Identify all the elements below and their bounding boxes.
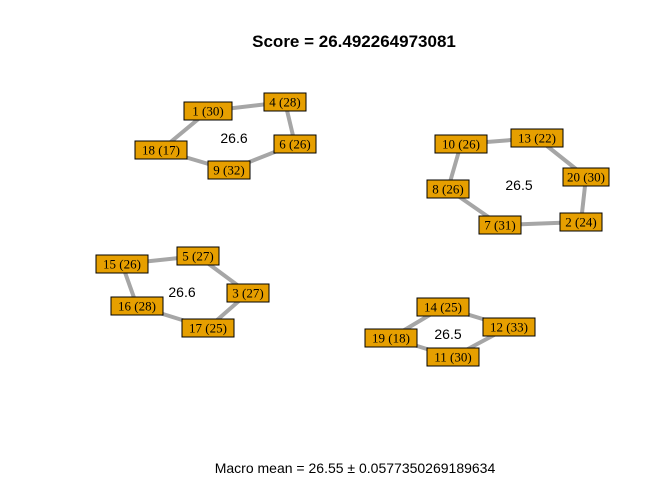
node-15: 15 (26) [95, 254, 149, 274]
node-box [482, 317, 536, 337]
node-box [426, 179, 470, 199]
node-label: 7 (31) [484, 218, 515, 233]
node-2: 2 (24) [559, 212, 603, 232]
node-box [207, 160, 251, 180]
node-box [183, 101, 233, 121]
node-10: 10 (26) [434, 134, 488, 154]
node-label: 10 (26) [442, 137, 480, 152]
cluster-mean-label: 26.6 [220, 130, 247, 146]
node-17: 17 (25) [181, 318, 235, 338]
node-label: 19 (18) [372, 331, 410, 346]
node-box [95, 254, 149, 274]
node-label: 18 (17) [142, 143, 180, 158]
node-label: 17 (25) [189, 321, 227, 336]
node-box [434, 134, 488, 154]
node-label: 2 (24) [565, 215, 596, 230]
node-6: 6 (26) [273, 134, 317, 154]
cluster-mean-label: 26.5 [505, 177, 532, 193]
node-box [559, 212, 603, 232]
node-box [263, 92, 307, 112]
node-20: 20 (30) [562, 167, 610, 187]
node-box [273, 134, 317, 154]
cluster-mean-label: 26.5 [434, 326, 461, 342]
node-box [510, 128, 564, 148]
node-label: 3 (27) [232, 286, 263, 301]
node-3: 3 (27) [226, 283, 270, 303]
node-label: 9 (32) [213, 163, 244, 178]
node-label: 12 (33) [490, 320, 528, 335]
cluster-mean-label: 26.6 [168, 284, 195, 300]
node-label: 13 (22) [518, 131, 556, 146]
node-label: 4 (28) [269, 95, 300, 110]
node-box [226, 283, 270, 303]
node-7: 7 (31) [478, 215, 522, 235]
node-box [478, 215, 522, 235]
node-8: 8 (26) [426, 179, 470, 199]
node-11: 11 (30) [426, 347, 480, 367]
node-box [416, 297, 470, 317]
node-5: 5 (27) [176, 246, 220, 266]
node-label: 5 (27) [182, 249, 213, 264]
node-box [176, 246, 220, 266]
node-9: 9 (32) [207, 160, 251, 180]
node-label: 14 (25) [424, 300, 462, 315]
node-label: 6 (26) [279, 137, 310, 152]
node-box [562, 167, 610, 187]
macro-mean-footer: Macro mean = 26.55 ± 0.0577350269189634 [215, 460, 496, 476]
nodes-layer: 1 (30) 4 (28) 6 (26) 9 (32) 18 (17) 10 (26) 13… [95, 92, 610, 367]
node-label: 1 (30) [192, 104, 223, 119]
node-label: 8 (26) [432, 182, 463, 197]
node-4: 4 (28) [263, 92, 307, 112]
node-box [110, 296, 164, 316]
node-1: 1 (30) [183, 101, 233, 121]
node-label: 20 (30) [567, 170, 605, 185]
node-label: 15 (26) [103, 257, 141, 272]
node-18: 18 (17) [134, 140, 188, 160]
node-box [364, 328, 418, 348]
score-title: Score = 26.492264973081 [252, 32, 456, 51]
node-label: 11 (30) [434, 350, 471, 365]
node-box [134, 140, 188, 160]
means-layer: 26.6 26.5 26.6 26.5 [168, 130, 532, 342]
node-box [181, 318, 235, 338]
node-16: 16 (28) [110, 296, 164, 316]
node-19: 19 (18) [364, 328, 418, 348]
node-label: 16 (28) [118, 299, 156, 314]
node-13: 13 (22) [510, 128, 564, 148]
node-box [426, 347, 480, 367]
node-12: 12 (33) [482, 317, 536, 337]
node-14: 14 (25) [416, 297, 470, 317]
